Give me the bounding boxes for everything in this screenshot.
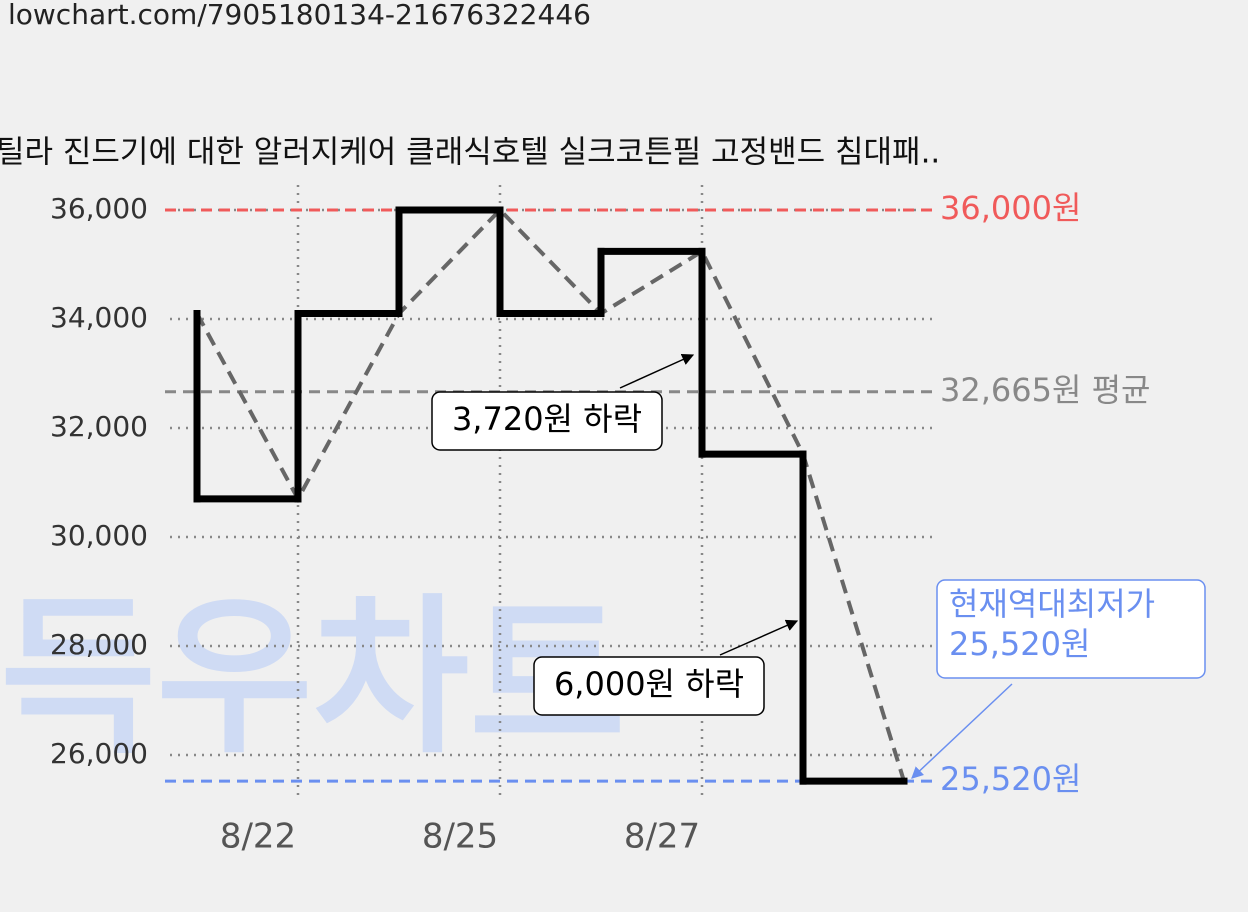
annotation-arrow: [911, 683, 1013, 779]
y-tick-label: 28,000: [50, 628, 148, 661]
y-tick-label: 26,000: [50, 737, 148, 770]
annotation-text: 현재역대최저가: [949, 585, 1155, 623]
annotation-arrow: [619, 353, 695, 389]
url: lowchart.com/7905180134-21676322446: [8, 0, 591, 31]
annotation-text: 6,000원 하락: [554, 665, 744, 703]
annotation-arrow: [719, 619, 799, 656]
x-tick-label: 8/27: [624, 817, 700, 857]
y-tick-label: 32,000: [50, 410, 148, 443]
y-tick-label: 30,000: [50, 519, 148, 552]
watermark: 득우차트: [0, 579, 626, 777]
reference-label: 36,000원: [940, 189, 1081, 227]
chart-title: 틸라 진드기에 대한 알러지케어 클래식호텔 실크코튼필 고정밴드 침대패..: [0, 135, 940, 171]
y-tick-label: 34,000: [50, 301, 148, 334]
annotation-box: [936, 579, 1206, 679]
x-tick-label: 8/25: [422, 817, 498, 857]
annotation-text: 25,520원: [949, 625, 1090, 663]
x-tick-label: 8/22: [220, 817, 296, 857]
trend-line: [195, 207, 906, 782]
y-tick-label: 36,000: [50, 192, 148, 225]
reference-label: 25,520원: [940, 760, 1081, 798]
annotation-box: [533, 656, 765, 716]
annotation-text: 3,720원 하락: [452, 400, 642, 438]
reference-label: 32,665원 평균: [940, 371, 1150, 409]
annotation-box: [431, 391, 663, 451]
